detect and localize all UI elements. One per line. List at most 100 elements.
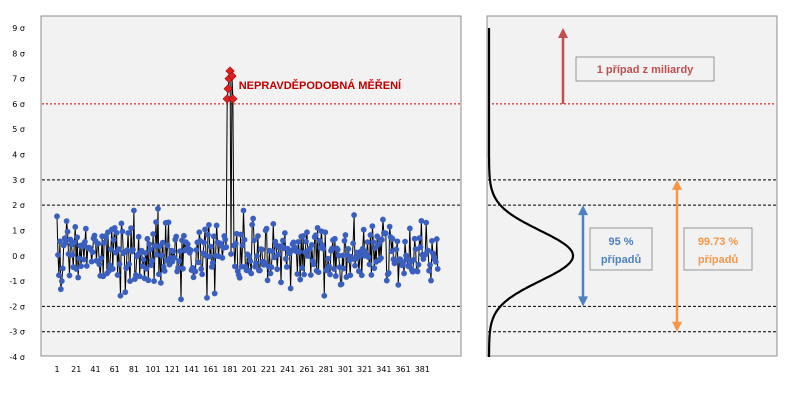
data-point — [418, 217, 425, 224]
data-point — [352, 262, 358, 269]
data-point — [339, 252, 346, 259]
data-point — [310, 261, 317, 268]
data-point — [114, 272, 121, 278]
data-point — [287, 285, 294, 292]
data-point — [206, 221, 212, 228]
data-point — [232, 240, 239, 247]
data-point — [274, 266, 281, 273]
y-tick-label: 1 σ — [12, 226, 25, 235]
data-point — [64, 228, 71, 235]
x-tick-label: 261 — [299, 365, 314, 374]
data-point — [237, 231, 244, 238]
data-point — [170, 248, 177, 255]
data-point — [322, 229, 329, 236]
x-tick-label: 201 — [242, 365, 257, 374]
data-point — [314, 225, 321, 231]
data-point — [88, 258, 95, 265]
data-point — [74, 234, 81, 241]
data-point — [89, 249, 96, 256]
data-point — [241, 236, 248, 243]
data-point — [254, 253, 260, 259]
data-point — [433, 236, 440, 242]
data-point — [158, 252, 165, 259]
data-point — [195, 259, 202, 266]
data-point — [152, 242, 158, 249]
data-point — [304, 229, 310, 236]
data-point — [371, 265, 378, 272]
data-point — [351, 212, 357, 218]
data-point — [196, 229, 203, 236]
data-point — [202, 226, 208, 233]
data-point — [178, 296, 184, 303]
data-point — [142, 250, 149, 256]
data-point — [278, 279, 284, 286]
data-point — [426, 267, 432, 274]
data-point — [135, 233, 142, 240]
data-point — [300, 233, 307, 239]
data-point — [123, 265, 130, 272]
data-point — [223, 244, 230, 251]
data-point — [334, 246, 341, 253]
data-point — [365, 254, 372, 260]
data-point — [119, 228, 126, 235]
data-point — [383, 277, 390, 284]
ninety-five-arrow — [578, 205, 588, 307]
data-point — [283, 264, 290, 270]
data-point — [54, 213, 60, 220]
y-tick-label: 2 σ — [12, 201, 25, 210]
data-point — [312, 232, 319, 239]
data-point — [417, 244, 424, 251]
x-tick-label: 381 — [415, 365, 430, 374]
data-point — [124, 247, 131, 254]
data-point — [95, 240, 102, 247]
x-tick-label: 1 — [54, 365, 59, 374]
data-point — [282, 255, 289, 262]
data-point — [130, 246, 136, 253]
data-point — [173, 233, 180, 240]
data-point — [406, 225, 413, 232]
ninety-nine-label-line-2: případů — [698, 254, 738, 266]
x-tick-label: 121 — [165, 365, 180, 374]
data-point — [332, 273, 339, 279]
data-point — [423, 219, 430, 226]
data-point — [338, 281, 345, 288]
data-point — [251, 237, 257, 244]
outlier-point — [228, 94, 238, 104]
data-point — [382, 230, 389, 237]
data-point — [193, 247, 200, 253]
x-tick-label: 181 — [222, 365, 237, 374]
data-point — [411, 235, 418, 242]
billion-arrow-head — [558, 28, 568, 38]
data-point — [81, 256, 87, 263]
data-point — [416, 235, 423, 241]
y-tick-label: 3 σ — [12, 176, 25, 185]
data-point — [261, 259, 268, 266]
ninety-five-label-line-1: 95 % — [608, 236, 633, 248]
data-point — [83, 262, 90, 269]
data-point — [307, 272, 314, 278]
data-point — [303, 238, 309, 245]
data-point — [350, 240, 357, 247]
data-point — [401, 270, 407, 277]
data-point — [164, 242, 171, 249]
data-point — [117, 292, 124, 299]
data-point — [58, 278, 65, 284]
data-point — [263, 225, 270, 232]
ninety-nine-label-line-1: 99.73 % — [698, 236, 739, 248]
data-point — [159, 239, 166, 246]
data-point — [187, 247, 194, 254]
data-point — [73, 266, 80, 272]
x-tick-label: 21 — [71, 365, 81, 374]
data-point — [414, 268, 421, 275]
data-point — [267, 270, 274, 277]
ninety-five-label-box — [589, 227, 653, 271]
data-point — [140, 256, 147, 263]
data-point — [321, 292, 328, 299]
data-point — [250, 215, 257, 222]
data-point — [81, 238, 88, 245]
data-point — [161, 268, 168, 274]
data-point — [258, 246, 265, 253]
ninety-nine-arrow-head-top — [672, 179, 682, 190]
data-point — [425, 247, 432, 254]
data-point — [228, 251, 234, 257]
